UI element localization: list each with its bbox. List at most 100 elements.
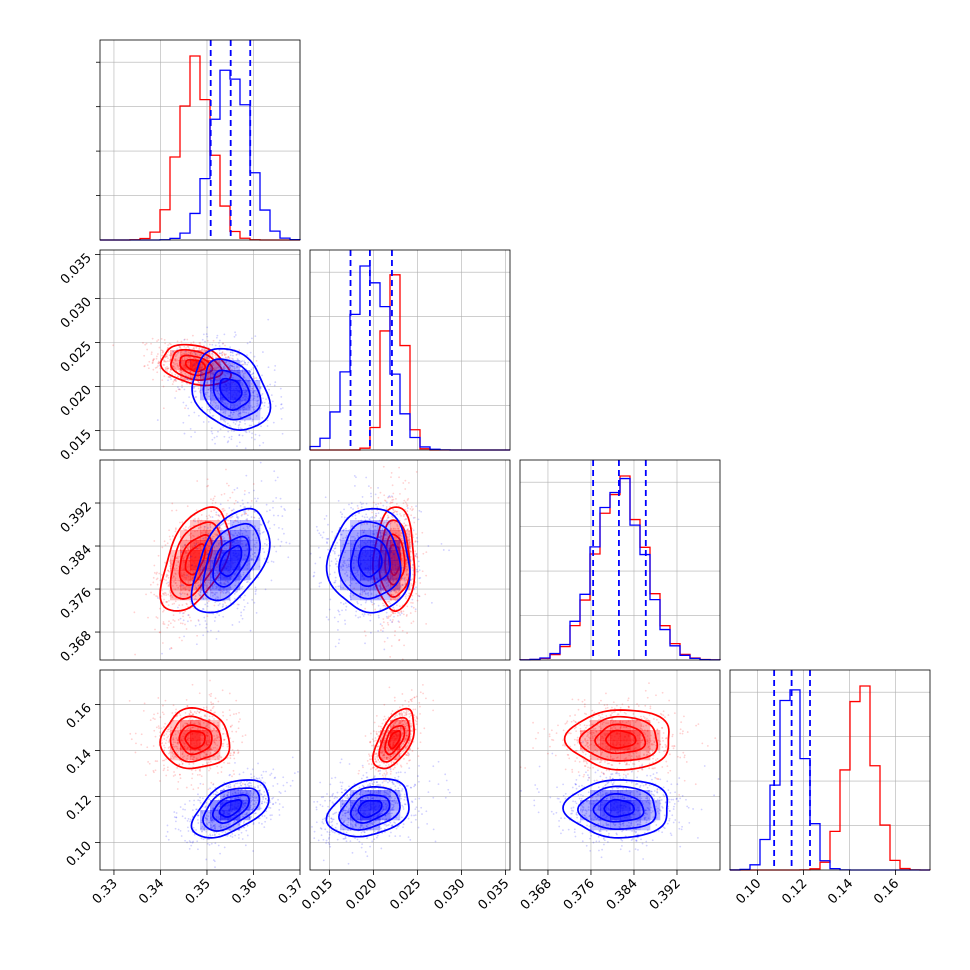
sample-point [213, 546, 216, 549]
sample-point [243, 376, 246, 379]
density-cell [170, 360, 181, 371]
sample-point [166, 370, 168, 372]
sample-point [183, 755, 185, 758]
sample-point [402, 610, 405, 613]
sample-point [383, 533, 386, 536]
sample-point [256, 395, 259, 398]
density-cell [240, 550, 251, 561]
sample-point [198, 390, 201, 393]
sample-point [225, 591, 228, 594]
density-cell [230, 380, 241, 391]
sample-point [173, 379, 176, 381]
sample-point [217, 366, 220, 369]
sample-point [201, 406, 203, 409]
sample-point [225, 357, 228, 360]
sample-point [367, 485, 370, 488]
sample-point [201, 568, 204, 571]
sample-point [392, 606, 395, 609]
sample-point [197, 387, 200, 390]
sample-point [342, 529, 345, 532]
sample-point [175, 380, 177, 383]
sample-point [176, 715, 178, 718]
sample-point [180, 720, 183, 723]
sample-point [341, 568, 344, 571]
density-cell [380, 550, 391, 561]
sample-point [351, 525, 354, 528]
sample-point [205, 551, 208, 554]
sample-point [266, 385, 269, 387]
sample-point [401, 583, 404, 586]
sample-point [183, 432, 186, 435]
sample-point [386, 617, 389, 620]
sample-point [402, 502, 405, 505]
sample-point [195, 346, 198, 349]
sample-point [361, 613, 364, 616]
sample-point [166, 366, 168, 368]
sample-point [177, 619, 180, 621]
sample-point [268, 509, 271, 512]
sample-point [253, 552, 256, 554]
sample-point [162, 609, 165, 612]
sample-point [198, 692, 201, 695]
sample-point [217, 736, 220, 738]
sample-point [247, 536, 250, 539]
sample-point [254, 497, 256, 500]
sample-point [185, 786, 188, 789]
sample-point [198, 526, 201, 529]
sample-point [205, 356, 208, 359]
density-cell [240, 570, 251, 581]
sample-point [393, 595, 395, 598]
sample-point [172, 365, 174, 368]
sample-point [388, 600, 391, 603]
sample-point [412, 620, 415, 623]
sample-point [218, 352, 221, 355]
sample-point [236, 516, 239, 518]
sample-point [207, 600, 210, 603]
sample-point [388, 495, 391, 497]
sample-point [214, 551, 217, 553]
sample-point [195, 712, 198, 715]
sample-point [151, 337, 154, 340]
sample-point [362, 502, 365, 505]
sample-point [421, 570, 424, 573]
sample-point [170, 353, 173, 356]
sample-point [280, 395, 283, 398]
sample-point [222, 592, 225, 594]
sample-point [356, 534, 359, 537]
sample-point [387, 516, 390, 519]
sample-point [189, 709, 192, 712]
sample-point [352, 535, 355, 538]
sample-point [381, 624, 384, 627]
sample-point [200, 585, 203, 587]
sample-point [148, 360, 151, 363]
sample-point [219, 503, 222, 506]
density-cell [350, 560, 361, 571]
sample-point [225, 604, 228, 607]
sample-point [399, 605, 401, 608]
sample-point [424, 593, 427, 596]
sample-point [385, 585, 388, 588]
sample-point [192, 751, 194, 754]
sample-point [348, 565, 351, 568]
sample-point [409, 550, 412, 553]
sample-point [344, 602, 347, 605]
sample-point [190, 555, 192, 558]
sample-point [392, 580, 395, 583]
sample-point [384, 580, 387, 583]
sample-point [252, 398, 255, 401]
sample-point [218, 515, 221, 518]
sample-point [210, 589, 212, 591]
sample-point [234, 499, 237, 502]
sample-point [388, 523, 390, 526]
density-cell [190, 550, 201, 561]
sample-point [158, 572, 161, 575]
sample-point [162, 610, 164, 613]
sample-point [156, 712, 159, 715]
sample-point [252, 483, 255, 485]
sample-point [222, 742, 225, 745]
sample-point [219, 536, 222, 539]
sample-point [210, 430, 213, 433]
sample-point [214, 360, 217, 363]
panel-frame [729, 669, 931, 871]
sample-point [219, 367, 222, 370]
